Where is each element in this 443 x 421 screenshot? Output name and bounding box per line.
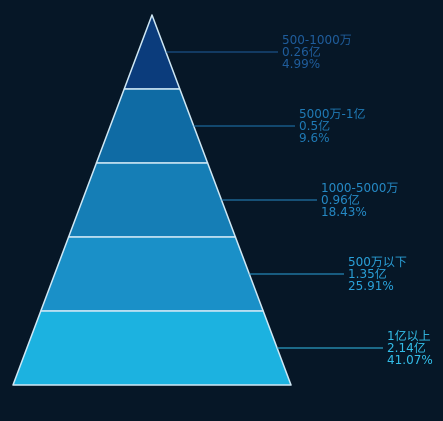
segment-percent-label: 41.07% — [387, 353, 433, 367]
segment-value-label: 0.5亿 — [299, 118, 330, 133]
segment-category-label: 5000万-1亿 — [299, 106, 366, 121]
segment-category-label: 500万以下 — [348, 255, 407, 269]
segment-percent-label: 4.99% — [282, 57, 320, 71]
segment-value-label: 0.26亿 — [282, 44, 321, 59]
segment-percent-label: 18.43% — [321, 205, 367, 219]
segment-value-label: 2.14亿 — [387, 340, 426, 355]
segment-value-label: 1.35亿 — [348, 266, 387, 281]
segment-percent-label: 9.6% — [299, 131, 330, 145]
pyramid-segment-3 — [67, 162, 237, 238]
segment-category-label: 1000-5000万 — [321, 181, 398, 195]
pyramid-segment-5 — [12, 310, 292, 386]
pyramid-segment-2 — [95, 88, 209, 164]
segment-percent-label: 25.91% — [348, 279, 394, 293]
segment-category-label: 500-1000万 — [282, 33, 352, 47]
segment-value-label: 0.96亿 — [321, 192, 360, 207]
pyramid-segment-4 — [40, 236, 264, 312]
segment-category-label: 1亿以上 — [387, 328, 431, 343]
